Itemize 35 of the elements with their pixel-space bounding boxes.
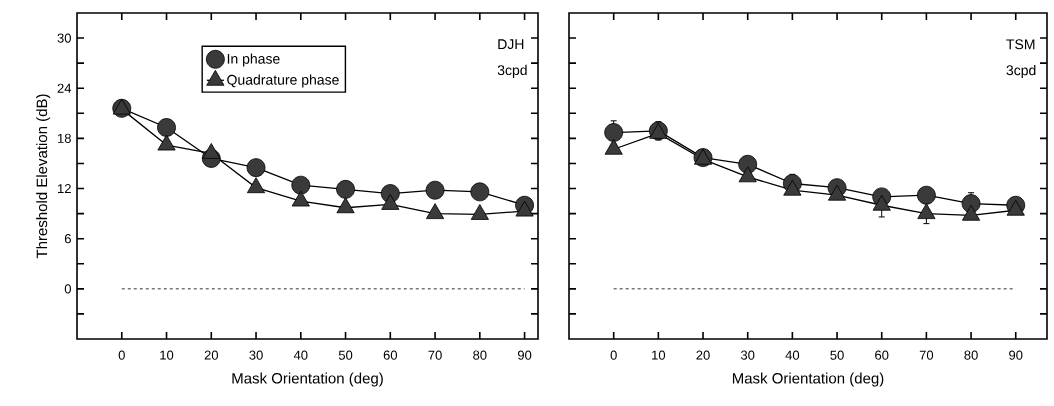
x-tick-label: 0 bbox=[610, 350, 617, 360]
y-tick-label: 24 bbox=[57, 83, 72, 93]
x-tick-label: 20 bbox=[696, 350, 710, 360]
x-tick-label: 0 bbox=[118, 350, 125, 360]
x-tick-label: 10 bbox=[160, 350, 174, 360]
x-tick-label: 60 bbox=[875, 350, 889, 360]
x-tick-label: 40 bbox=[785, 350, 800, 360]
x-tick-label: 30 bbox=[249, 350, 263, 360]
legend-label: In phase bbox=[227, 53, 280, 67]
x-tick-label: 90 bbox=[517, 350, 532, 360]
annotation: DJH bbox=[498, 39, 524, 50]
x-tick-label: 30 bbox=[740, 350, 755, 360]
x-tick-label: 90 bbox=[1009, 350, 1023, 360]
y-tick-label: 12 bbox=[58, 183, 71, 194]
x-tick-label: 80 bbox=[473, 350, 487, 360]
x-tick-label: 80 bbox=[964, 350, 978, 360]
legend-label: Quadrature phase bbox=[227, 74, 339, 88]
x-tick-label: 50 bbox=[338, 350, 353, 360]
annotation: TSM bbox=[1006, 39, 1035, 50]
x-axis-title: Mask Orientation (deg) bbox=[732, 372, 884, 387]
x-tick-label: 40 bbox=[293, 350, 308, 360]
x-tick-label: 20 bbox=[204, 350, 219, 360]
x-tick-label: 10 bbox=[652, 350, 666, 360]
x-axis-title: Mask Orientation (deg) bbox=[232, 372, 383, 387]
y-tick-label: 0 bbox=[64, 284, 71, 294]
x-tick-label: 50 bbox=[830, 350, 844, 360]
x-tick-label: 70 bbox=[428, 350, 442, 360]
y-tick-label: 30 bbox=[57, 33, 71, 43]
x-tick-label: 60 bbox=[383, 350, 398, 360]
y-axis-title: Threshold Elevation (dB) bbox=[36, 94, 51, 259]
annotation: 3cpd bbox=[1006, 64, 1036, 79]
y-tick-label: 18 bbox=[58, 133, 71, 143]
x-tick-label: 70 bbox=[919, 350, 934, 360]
annotation: 3cpd bbox=[497, 64, 527, 78]
y-tick-label: 6 bbox=[64, 234, 71, 244]
